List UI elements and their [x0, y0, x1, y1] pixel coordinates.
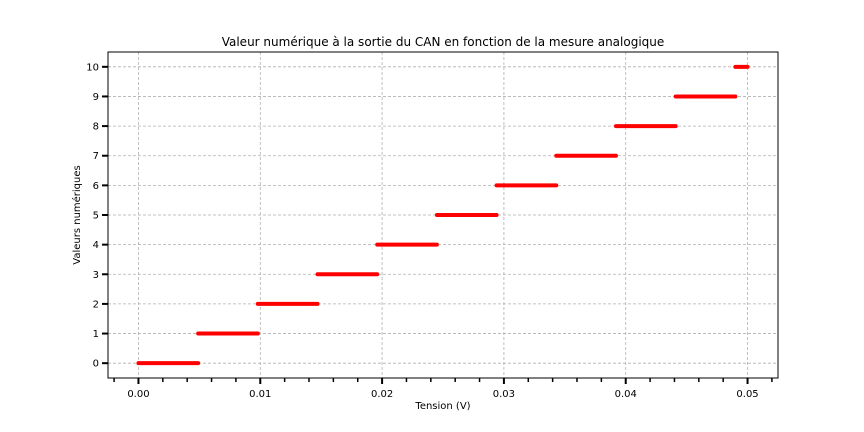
y-tick-label: 3	[93, 270, 99, 281]
y-tick-label: 8	[93, 122, 99, 133]
y-axis-title: Valeurs numériques	[71, 165, 83, 264]
y-tick-label: 4	[93, 240, 99, 251]
x-tick-label: 0.03	[493, 389, 515, 400]
y-tick-label: 9	[93, 92, 99, 103]
y-tick-label: 5	[93, 211, 99, 222]
series-layer	[136, 64, 750, 366]
x-tick-label: 0.05	[736, 389, 758, 400]
chart-title: Valeur numérique à la sortie du CAN en f…	[222, 35, 665, 49]
y-tick-label: 0	[93, 359, 99, 370]
y-tick-label: 6	[93, 181, 99, 192]
ticks: 0.00 0.01 0.02 0.03 0.04 0.05 0 1 2 3 4 5 6 7 8 9 10	[86, 62, 773, 400]
x-tick-label: 0.01	[249, 389, 271, 400]
x-tick-label: 0.02	[371, 389, 393, 400]
y-tick-label: 7	[93, 151, 99, 162]
y-tick-label: 2	[93, 299, 99, 310]
grid	[108, 52, 778, 378]
y-tick-label: 10	[86, 62, 99, 73]
x-tick-label: 0.04	[615, 389, 637, 400]
y-tick-label: 1	[93, 329, 99, 340]
x-tick-label: 0.00	[127, 389, 149, 400]
x-axis-title: Tension (V)	[414, 401, 470, 412]
